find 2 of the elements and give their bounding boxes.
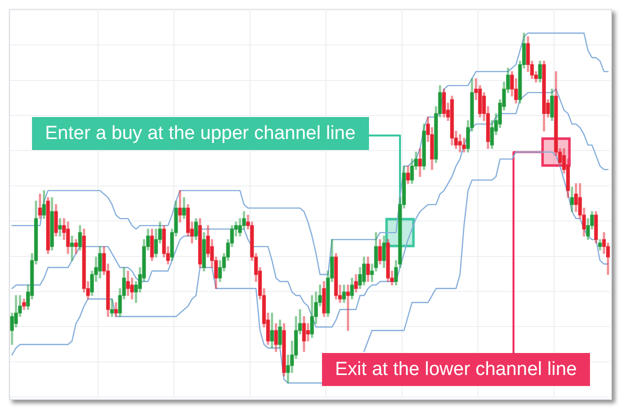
annotation: Exit at the lower channel line bbox=[322, 353, 590, 386]
annotation: Enter a buy at the upper channel line bbox=[32, 117, 369, 150]
